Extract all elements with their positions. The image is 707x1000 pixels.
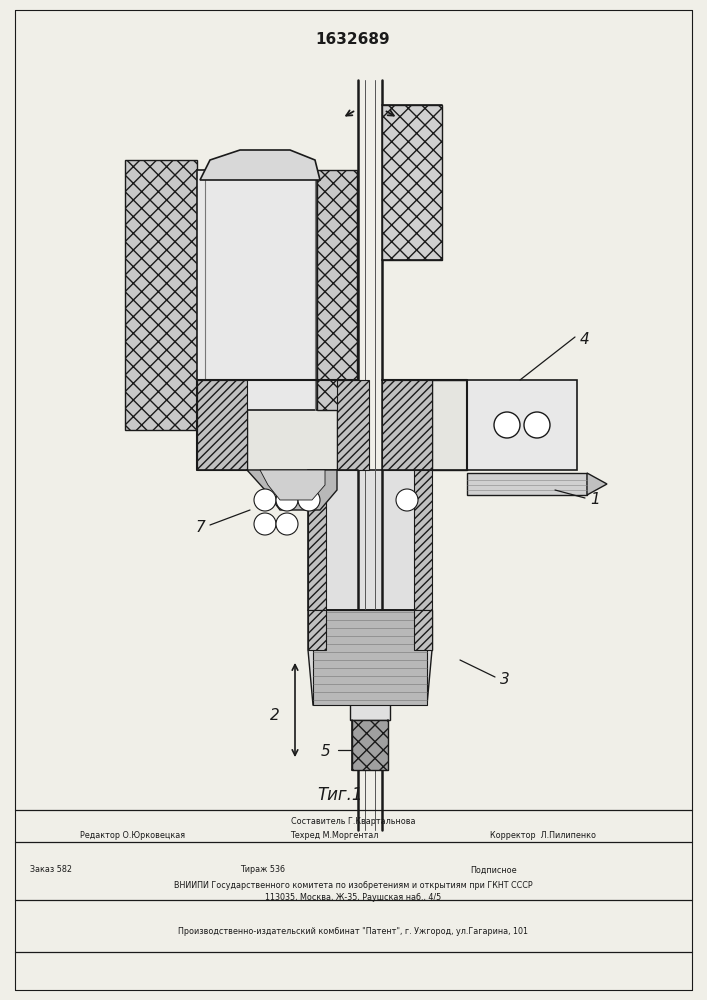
Polygon shape bbox=[247, 470, 337, 510]
Text: Производственно-издательский комбинат "Патент", г. Ужгород, ул.Гагарина, 101: Производственно-издательский комбинат "П… bbox=[178, 928, 528, 936]
Circle shape bbox=[396, 489, 418, 511]
Bar bbox=[247, 380, 337, 470]
Text: 5: 5 bbox=[320, 744, 330, 760]
Circle shape bbox=[276, 489, 298, 511]
Bar bbox=[308, 610, 326, 650]
Circle shape bbox=[524, 412, 550, 438]
Polygon shape bbox=[308, 610, 432, 705]
Text: 2: 2 bbox=[270, 708, 280, 722]
Text: 4: 4 bbox=[580, 332, 590, 348]
Text: ВНИИПИ Государственного комитета по изобретениям и открытиям при ГКНТ СССР: ВНИИПИ Государственного комитета по изоб… bbox=[174, 880, 532, 890]
Text: Подписное: Подписное bbox=[470, 865, 517, 874]
Text: Корректор  Л.Пилипенко: Корректор Л.Пилипенко bbox=[490, 832, 596, 840]
Text: 113035, Москва, Ж-35, Раушская наб., 4/5: 113035, Москва, Ж-35, Раушская наб., 4/5 bbox=[265, 894, 441, 902]
Text: Техред М.Моргентал: Техред М.Моргентал bbox=[290, 832, 378, 840]
Bar bbox=[467, 380, 577, 470]
Text: 7: 7 bbox=[195, 520, 205, 534]
Text: 3: 3 bbox=[500, 672, 510, 688]
Bar bbox=[308, 610, 432, 650]
Bar bbox=[125, 160, 197, 430]
Bar bbox=[382, 105, 442, 260]
Text: Редактор О.Юрковецкая: Редактор О.Юрковецкая bbox=[80, 832, 185, 840]
Bar bbox=[432, 380, 467, 470]
Text: Тираж 536: Тираж 536 bbox=[240, 865, 285, 874]
Bar bbox=[352, 720, 388, 770]
Polygon shape bbox=[587, 473, 607, 495]
Circle shape bbox=[298, 489, 320, 511]
Text: 1632689: 1632689 bbox=[316, 32, 390, 47]
Bar bbox=[313, 610, 427, 705]
Polygon shape bbox=[260, 470, 325, 500]
Text: 1: 1 bbox=[590, 492, 600, 508]
Bar bbox=[414, 470, 432, 610]
Bar bbox=[308, 470, 432, 610]
Bar bbox=[467, 473, 587, 495]
Bar bbox=[197, 380, 247, 470]
Bar bbox=[308, 470, 326, 610]
Bar bbox=[317, 170, 357, 410]
Text: Τиг.1: Τиг.1 bbox=[317, 786, 363, 804]
Text: Заказ 582: Заказ 582 bbox=[30, 865, 72, 874]
Bar bbox=[337, 380, 369, 470]
Circle shape bbox=[254, 489, 276, 511]
Bar bbox=[197, 170, 317, 410]
Bar bbox=[382, 380, 432, 470]
Circle shape bbox=[276, 513, 298, 535]
Bar bbox=[350, 610, 390, 720]
Polygon shape bbox=[200, 150, 320, 180]
Bar bbox=[414, 610, 432, 650]
Circle shape bbox=[494, 412, 520, 438]
Circle shape bbox=[254, 513, 276, 535]
Text: Составитель Г.Квартальнова: Составитель Г.Квартальнова bbox=[291, 818, 415, 826]
